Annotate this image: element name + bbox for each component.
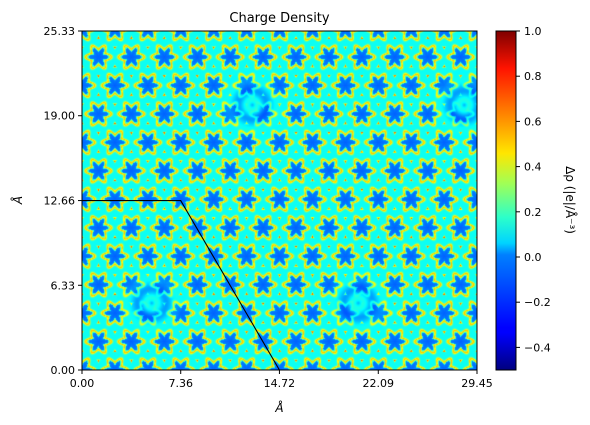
x-tick-label: 0.00 bbox=[70, 377, 95, 390]
chart-title: Charge Density bbox=[229, 11, 330, 26]
y-axis-label: Å bbox=[10, 196, 25, 205]
x-tick-label: 29.45 bbox=[461, 377, 493, 390]
colorbar-label: Δρ (|e|/Å⁻³) bbox=[563, 166, 578, 234]
unit-cell-outline bbox=[82, 200, 280, 370]
y-tick-label: 6.33 bbox=[51, 279, 76, 292]
y-tick-label: 12.66 bbox=[44, 195, 76, 208]
colorbar-ticks: −0.4 −0.2 0.0 0.2 0.4 0.6 0.8 1.0 bbox=[516, 25, 551, 354]
colorbar-tick-label: 0.4 bbox=[524, 161, 542, 174]
heatmap-area bbox=[82, 31, 477, 370]
x-tick-label: 14.72 bbox=[264, 377, 296, 390]
colorbar bbox=[495, 30, 517, 371]
y-tick-label: 0.00 bbox=[51, 364, 76, 377]
y-tick-label: 19.00 bbox=[44, 110, 76, 123]
x-tick-label: 7.36 bbox=[168, 377, 193, 390]
x-axis-label: Å bbox=[274, 400, 283, 415]
colorbar-tick-label: −0.4 bbox=[524, 341, 551, 354]
colorbar-tick-label: 0.0 bbox=[524, 251, 542, 264]
colorbar-tick-label: −0.2 bbox=[524, 296, 551, 309]
y-tick-label: 25.33 bbox=[44, 25, 76, 38]
colorbar-tick-label: 0.8 bbox=[524, 70, 542, 83]
y-axis-ticks: 0.00 6.33 12.66 19.00 25.33 bbox=[44, 25, 82, 377]
colorbar-tick-label: 0.6 bbox=[524, 115, 542, 128]
colorbar-tick-label: 0.2 bbox=[524, 206, 542, 219]
x-axis-ticks: 0.00 7.36 14.72 22.09 29.45 bbox=[70, 370, 493, 390]
colorbar-tick-label: 1.0 bbox=[524, 25, 542, 38]
x-tick-label: 22.09 bbox=[363, 377, 395, 390]
